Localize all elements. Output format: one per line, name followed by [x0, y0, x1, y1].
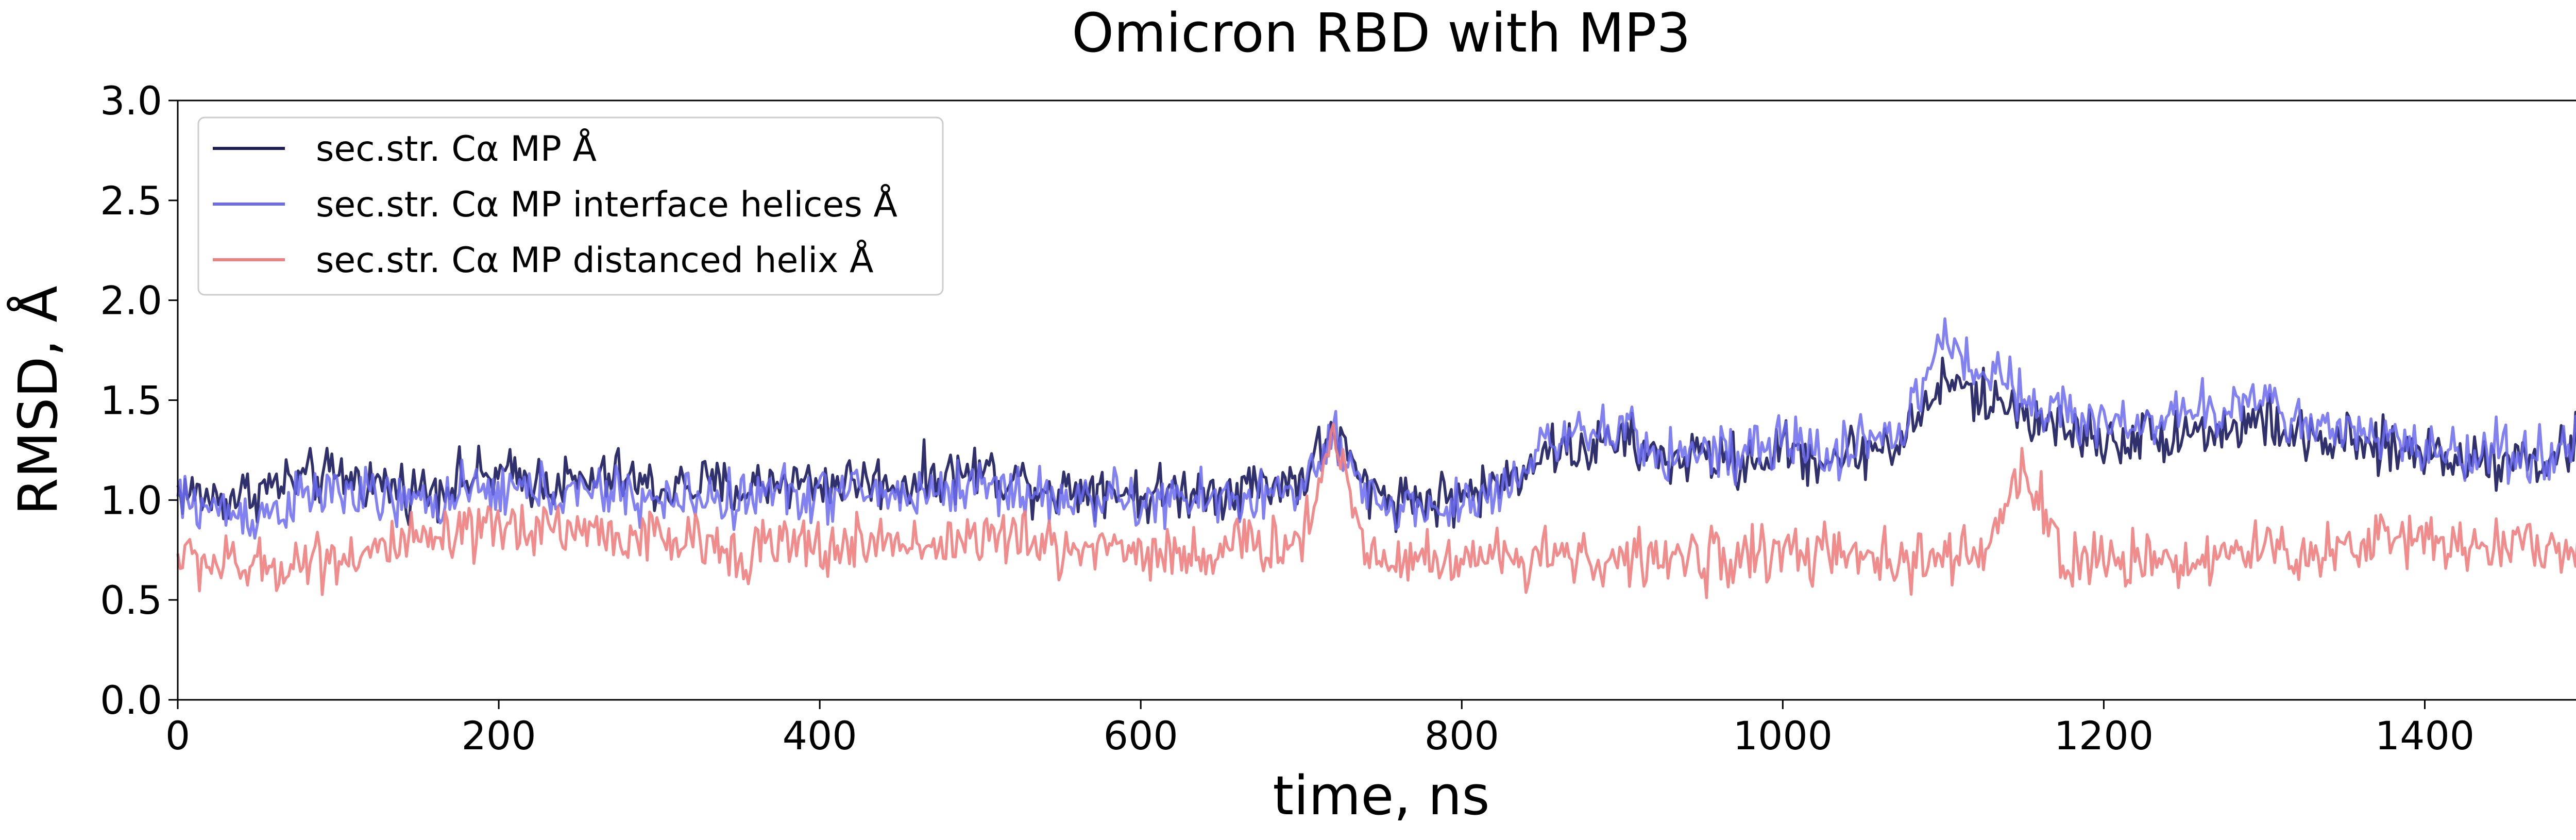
series-layer	[176, 317, 2576, 599]
y-tick-label: 1.0	[100, 477, 162, 523]
y-tick-label: 0.0	[100, 677, 162, 723]
x-tick-label: 1200	[2054, 713, 2154, 759]
legend-label: sec.str. Cα MP Å	[316, 128, 597, 170]
series-line-3	[176, 423, 2576, 599]
x-tick-label: 1400	[2375, 713, 2475, 759]
x-axis-label: time, ns	[1273, 764, 1489, 827]
legend: sec.str. Cα MP Å sec.str. Cα MP interface…	[197, 116, 944, 296]
x-tick-label: 200	[462, 713, 536, 759]
y-tick-label: 2.5	[100, 178, 162, 224]
legend-label: sec.str. Cα MP interface helices Å	[316, 183, 897, 225]
axes-layer: 0 200 400 600 800 1000 1200 1400 0.0 0.5 1.0 1.5 2.0…	[100, 78, 2576, 759]
chart-title: Omicron RBD with MP3	[1072, 2, 1690, 64]
x-tick-label: 400	[783, 713, 857, 759]
y-axis-label: RMSD, Å	[7, 285, 70, 515]
y-tick-label: 0.5	[100, 577, 162, 623]
x-tick-label: 1000	[1733, 713, 1833, 759]
legend-label: sec.str. Cα MP distanced helix Å	[316, 239, 874, 281]
x-tick-label: 0	[165, 713, 190, 759]
series-line-2	[176, 317, 2576, 540]
y-tick-label: 1.5	[100, 378, 162, 424]
x-tick-label: 800	[1425, 713, 1499, 759]
legend-box	[197, 116, 944, 296]
y-tick-label: 3.0	[100, 78, 162, 124]
y-tick-label: 2.0	[100, 278, 162, 324]
x-tick-label: 600	[1104, 713, 1178, 759]
